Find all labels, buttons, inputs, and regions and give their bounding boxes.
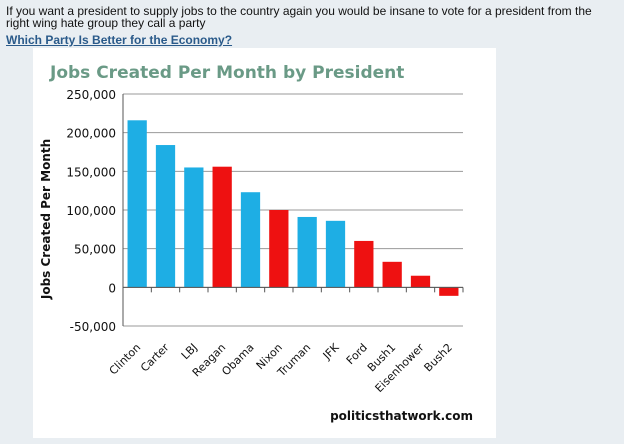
bar-obama [240,192,261,288]
axes [122,94,464,326]
bars [127,120,459,296]
y-tick-label: 200,000 [66,127,116,141]
category-label: Clinton [107,341,144,378]
bar-bush1 [382,261,402,288]
category-label: Carter [138,341,172,375]
economy-article-link[interactable]: Which Party Is Better for the Economy? [6,33,233,47]
bar-reagan [212,166,232,288]
source-annotation: politicsthatwork.com [330,409,473,423]
y-tick-label: 250,000 [66,88,116,102]
category-label: Obama [219,341,256,378]
y-axis-label: Jobs Created Per Month [39,139,53,300]
jobs-bar-chart: Jobs Created Per Month by President 250,… [39,63,473,423]
post-text: If you want a president to supply jobs t… [6,4,592,30]
y-tick-label: 100,000 [66,204,116,218]
bar-lbj [184,167,204,288]
chart-title: Jobs Created Per Month by President [49,63,404,83]
y-tick-label: -50,000 [70,320,116,334]
bar-jfk [325,220,346,288]
bar-carter [155,145,176,288]
y-tick-label: 150,000 [66,165,116,179]
bar-bush2 [439,287,459,296]
bar-clinton [127,120,147,288]
bar-nixon [269,210,289,288]
category-label: LBJ [179,341,200,362]
y-tick-label: 0 [108,281,116,295]
category-label: JFK [320,340,342,362]
category-label: Bush2 [422,341,455,374]
bar-eisenhower [410,275,431,288]
y-tick-labels: 250,000 200,000 150,000 100,000 50,000 0 -50,0… [66,88,116,334]
y-tick-label: 50,000 [74,243,116,257]
bar-truman [297,216,317,288]
bar-ford [354,240,374,288]
chart-card: Jobs Created Per Month by President 250,… [33,48,496,438]
